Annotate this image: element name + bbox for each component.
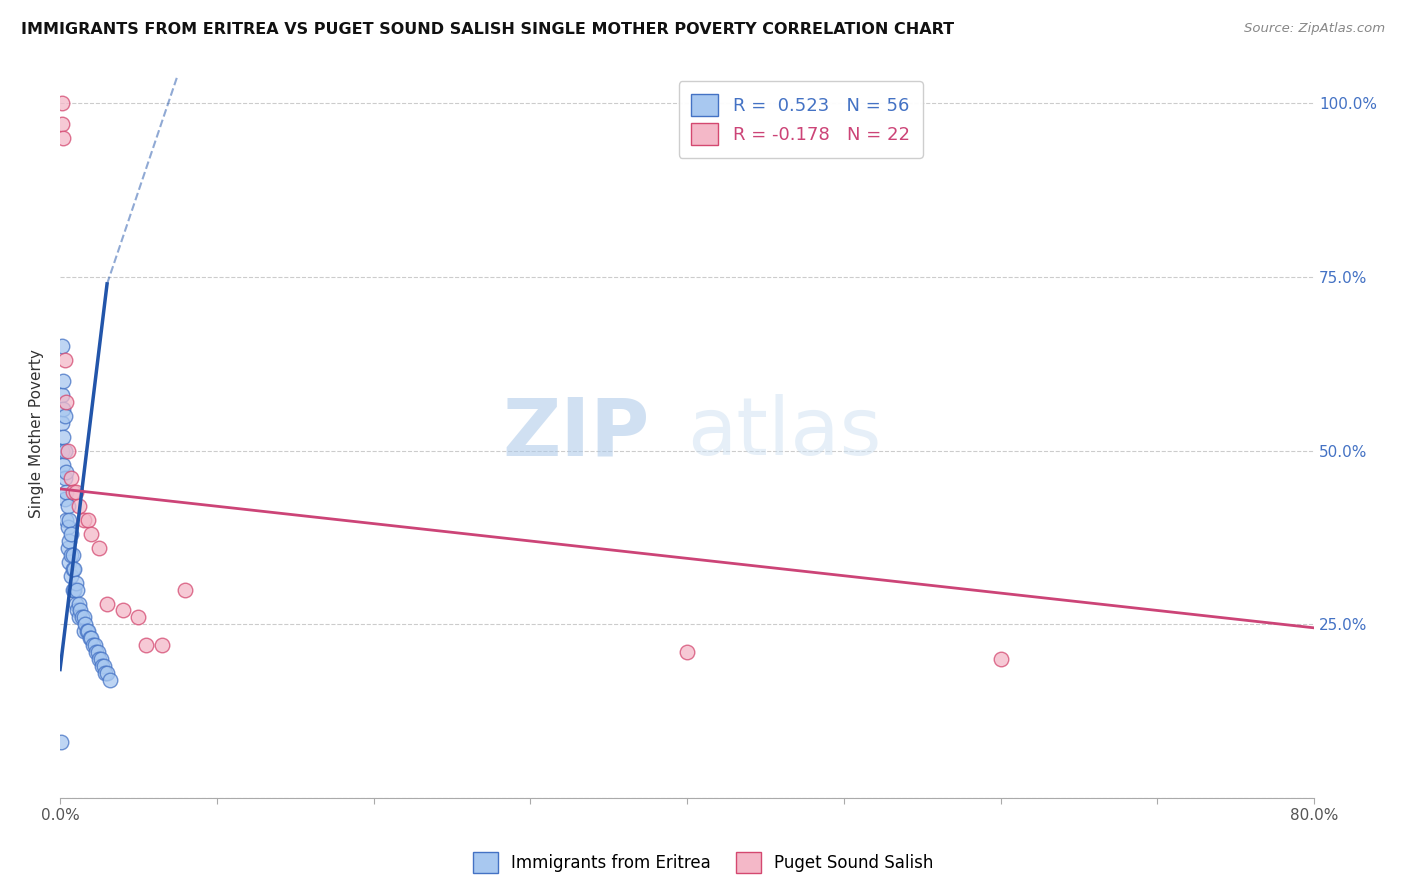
Point [51,388,73,402]
Point [79,632,101,646]
Point [80,632,103,646]
Point [53,409,76,423]
Point [52,374,75,388]
Point [52,458,75,472]
Point [63,562,86,576]
Point [62,548,84,562]
Point [67,597,90,611]
Point [51,443,73,458]
Point [89,541,111,555]
Point [53,353,76,368]
Point [77,624,100,639]
Point [174,582,197,597]
Point [56,541,79,555]
Point [990,652,1012,666]
Point [70,610,93,624]
Point [62,562,84,576]
Point [60,471,83,485]
Point [86,645,108,659]
Point [53,492,76,507]
Point [127,610,149,624]
Legend: R =  0.523   N = 56, R = -0.178   N = 22: R = 0.523 N = 56, R = -0.178 N = 22 [679,81,922,158]
Point [94,665,117,680]
Point [69,603,91,617]
Point [65,485,87,500]
Point [58,533,80,548]
Point [65,575,87,590]
Point [135,638,157,652]
Point [96,665,118,680]
Point [49,735,72,749]
Point [51,339,73,353]
Point [676,645,699,659]
Point [56,443,79,458]
Point [51,96,73,111]
Point [52,430,75,444]
Point [55,465,77,479]
Point [72,624,94,639]
Point [150,638,173,652]
Point [72,513,94,527]
Text: atlas: atlas [688,394,882,472]
Point [52,401,75,416]
Point [51,416,73,430]
Point [96,597,118,611]
Point [111,603,134,617]
Point [98,673,121,687]
Point [66,582,89,597]
Point [55,513,77,527]
Point [90,652,112,666]
Point [56,520,79,534]
Point [67,500,90,514]
Point [77,513,100,527]
Point [62,485,84,500]
Point [52,131,75,145]
Point [66,603,89,617]
Legend: Immigrants from Eritrea, Puget Sound Salish: Immigrants from Eritrea, Puget Sound Sal… [465,846,941,880]
Point [58,555,80,569]
Point [76,624,98,639]
Point [60,568,83,582]
Point [53,443,76,458]
Point [65,597,87,611]
Y-axis label: Single Mother Poverty: Single Mother Poverty [30,349,44,517]
Text: Source: ZipAtlas.com: Source: ZipAtlas.com [1244,22,1385,36]
Text: ZIP: ZIP [502,394,650,472]
Point [58,513,80,527]
Point [51,117,73,131]
Text: IMMIGRANTS FROM ERITREA VS PUGET SOUND SALISH SINGLE MOTHER POVERTY CORRELATION : IMMIGRANTS FROM ERITREA VS PUGET SOUND S… [21,22,955,37]
Point [91,659,114,673]
Point [55,395,77,409]
Point [60,527,83,541]
Point [67,610,90,624]
Point [56,500,79,514]
Point [89,652,111,666]
Point [84,645,107,659]
Point [72,610,94,624]
Point [63,582,86,597]
Point [80,527,103,541]
Point [75,617,97,632]
Point [62,582,84,597]
Point [53,471,76,485]
Point [82,638,104,652]
Point [83,638,105,652]
Point [55,485,77,500]
Point [60,548,83,562]
Point [93,659,115,673]
